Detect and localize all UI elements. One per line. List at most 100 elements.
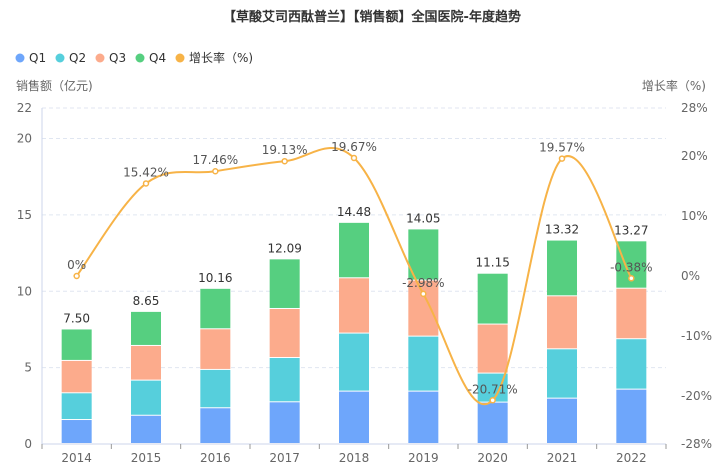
bar-q2-2019[interactable] bbox=[408, 336, 439, 391]
y-axis-right: -28% -20% -10% 0% 10% 20% 28% bbox=[681, 101, 712, 451]
legend-marker-3[interactable] bbox=[95, 53, 105, 63]
bar-q3-2020[interactable] bbox=[477, 324, 508, 373]
y-tick-right: 28% bbox=[681, 101, 708, 115]
legend-label-1[interactable]: Q1 bbox=[29, 51, 46, 65]
total-label: 14.48 bbox=[337, 205, 371, 219]
bar-q1-2021[interactable] bbox=[547, 398, 577, 443]
y-tick-left: 20 bbox=[17, 132, 32, 146]
bar-q2-2014[interactable] bbox=[61, 393, 92, 420]
x-tick-label: 2017 bbox=[269, 451, 300, 465]
total-label: 10.16 bbox=[198, 271, 232, 285]
bars bbox=[61, 222, 647, 443]
growth-point-2022[interactable] bbox=[628, 275, 635, 282]
y-tick-left: 22 bbox=[17, 101, 32, 115]
x-tick-label: 2014 bbox=[61, 451, 92, 465]
bar-q4-2017[interactable] bbox=[269, 259, 300, 308]
growth-point-2015[interactable] bbox=[142, 180, 150, 187]
bar-q1-2022[interactable] bbox=[616, 389, 647, 443]
growth-point-2019[interactable] bbox=[420, 290, 427, 298]
bar-q4-2020[interactable] bbox=[477, 273, 508, 324]
growth-point-2021[interactable] bbox=[558, 155, 566, 162]
total-label: 14.05 bbox=[406, 211, 440, 225]
legend-marker-5[interactable] bbox=[175, 53, 185, 63]
y-axis-left: 0 5 10 15 20 22 bbox=[17, 101, 43, 451]
growth-label: 0% bbox=[67, 258, 86, 272]
bar-q1-2017[interactable] bbox=[269, 402, 300, 443]
total-label: 7.50 bbox=[63, 311, 90, 325]
growth-label: 17.46% bbox=[192, 153, 238, 167]
x-tick-label: 2021 bbox=[547, 451, 578, 465]
growth-point-2020[interactable] bbox=[489, 397, 496, 404]
y-tick-right: -20% bbox=[681, 389, 712, 403]
bar-q3-2016[interactable] bbox=[200, 329, 231, 369]
growth-label: 19.57% bbox=[539, 141, 585, 155]
y-tick-left: 0 bbox=[24, 437, 32, 451]
bar-q1-2016[interactable] bbox=[200, 408, 231, 443]
bar-q2-2018[interactable] bbox=[339, 333, 369, 391]
x-tick-label: 2018 bbox=[339, 451, 370, 465]
y-tick-right: -28% bbox=[681, 437, 712, 451]
bar-q3-2015[interactable] bbox=[131, 345, 161, 380]
bar-q3-2021[interactable] bbox=[547, 296, 577, 349]
bar-q2-2016[interactable] bbox=[200, 369, 231, 408]
legend-marker-1[interactable] bbox=[15, 53, 25, 63]
bar-q3-2014[interactable] bbox=[61, 360, 92, 393]
y-tick-right: 20% bbox=[681, 149, 708, 163]
legend-marker-2[interactable] bbox=[55, 53, 65, 63]
bar-q3-2019[interactable] bbox=[408, 280, 439, 336]
bar-q1-2015[interactable] bbox=[131, 415, 161, 443]
growth-point-2016[interactable] bbox=[212, 167, 219, 175]
growth-label: -2.98% bbox=[402, 276, 444, 290]
x-axis: 2014 2015 2016 2017 2018 2019 2020 2021 2022 bbox=[41, 443, 667, 465]
bar-q4-2021[interactable] bbox=[547, 240, 577, 296]
bar-q4-2014[interactable] bbox=[61, 329, 92, 360]
bar-q3-2018[interactable] bbox=[339, 278, 369, 333]
growth-label: 15.42% bbox=[123, 165, 169, 179]
legend-marker-4[interactable] bbox=[135, 53, 145, 63]
y-tick-left: 5 bbox=[24, 361, 32, 375]
bar-q1-2020[interactable] bbox=[477, 402, 508, 443]
y-tick-right: -10% bbox=[681, 329, 712, 343]
bar-q3-2022[interactable] bbox=[616, 288, 647, 339]
growth-line-path bbox=[75, 147, 633, 406]
growth-line bbox=[73, 147, 635, 406]
total-labels: 7.50 8.65 10.16 12.09 14.48 14.05 11.15 13.32 13… bbox=[63, 205, 648, 326]
bar-q1-2019[interactable] bbox=[408, 391, 439, 443]
total-label: 8.65 bbox=[133, 294, 160, 308]
x-tick-label: 2019 bbox=[408, 451, 439, 465]
bar-q4-2018[interactable] bbox=[339, 222, 369, 278]
growth-label: 19.13% bbox=[262, 143, 308, 157]
growth-labels: 0% 15.42% 17.46% 19.13% 19.67% -2.98% -20.71% 1… bbox=[67, 140, 652, 396]
total-label: 13.27 bbox=[614, 223, 648, 237]
bar-q3-2017[interactable] bbox=[269, 308, 300, 358]
legend-label-4[interactable]: Q4 bbox=[149, 51, 166, 65]
growth-label: 19.67% bbox=[331, 140, 377, 154]
bar-q4-2019[interactable] bbox=[408, 229, 439, 280]
total-label: 12.09 bbox=[267, 241, 301, 255]
legend-label-2[interactable]: Q2 bbox=[69, 51, 86, 65]
growth-label: -0.38% bbox=[610, 260, 652, 274]
bar-q2-2022[interactable] bbox=[616, 339, 647, 389]
bar-q4-2016[interactable] bbox=[200, 288, 231, 329]
growth-point-2018[interactable] bbox=[350, 154, 358, 162]
bar-q4-2015[interactable] bbox=[131, 311, 161, 345]
bar-q2-2017[interactable] bbox=[269, 358, 300, 402]
x-tick-label: 2016 bbox=[200, 451, 231, 465]
y-axis-right-label: 增长率（%) bbox=[642, 78, 706, 93]
growth-point-2017[interactable] bbox=[281, 157, 288, 165]
x-tick-label: 2020 bbox=[477, 451, 508, 465]
chart-title: 【草酸艾司西酞普兰】【销售额】全国医院-年度趋势 bbox=[223, 9, 521, 25]
y-tick-right: 0% bbox=[681, 269, 700, 283]
bar-q2-2015[interactable] bbox=[131, 380, 161, 415]
growth-label: -20.71% bbox=[468, 382, 518, 396]
y-tick-left: 15 bbox=[17, 208, 32, 222]
bar-q1-2018[interactable] bbox=[339, 391, 369, 443]
bar-q1-2014[interactable] bbox=[61, 420, 92, 443]
legend-label-5[interactable]: 增长率（%) bbox=[189, 50, 253, 65]
x-tick-label: 2015 bbox=[131, 451, 162, 465]
legend-label-3[interactable]: Q3 bbox=[109, 51, 126, 65]
bar-q2-2021[interactable] bbox=[547, 349, 577, 398]
growth-point-2014[interactable] bbox=[73, 272, 80, 280]
y-tick-right: 10% bbox=[681, 209, 708, 223]
